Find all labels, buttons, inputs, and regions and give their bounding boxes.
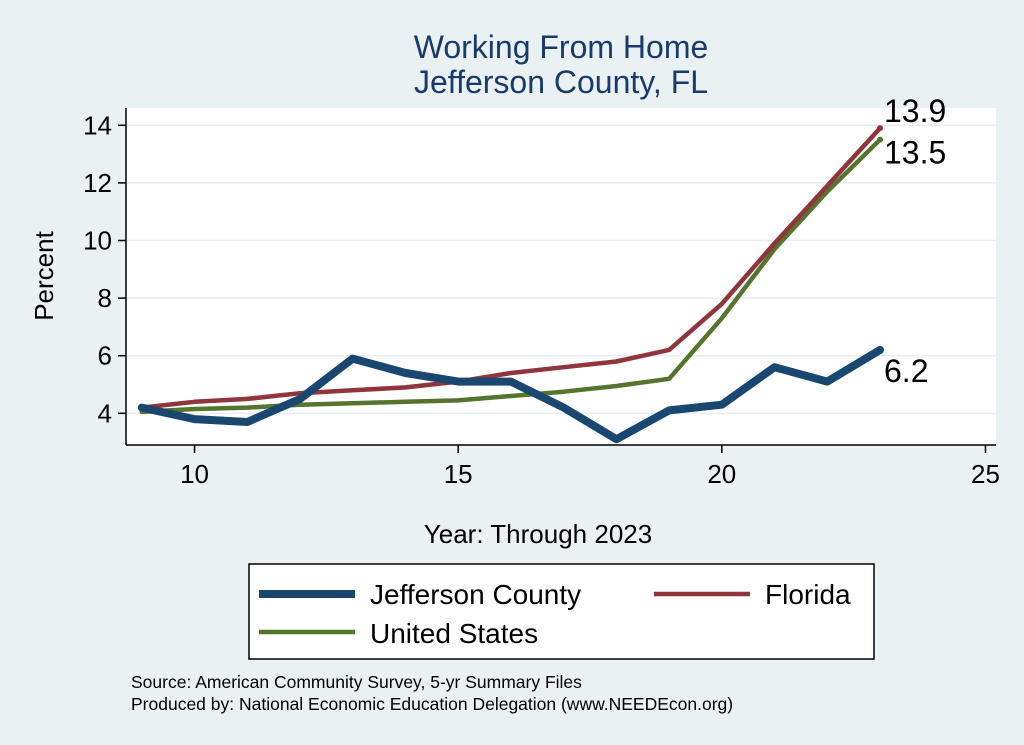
end-label-florida: 13.9 (884, 93, 946, 129)
end-label-united-states: 13.5 (884, 135, 946, 171)
x-axis-title: Year: Through 2023 (424, 519, 652, 549)
y-tick-label-4: 4 (98, 398, 112, 428)
legend-label-jefferson-county: Jefferson County (370, 579, 581, 610)
axes: 4 6 8 10 12 14 10 15 20 25 (83, 108, 1000, 489)
source-note: Source: American Community Survey, 5-yr … (131, 672, 582, 692)
y-tick-label-8: 8 (98, 283, 112, 313)
series-line-united-states (139, 137, 883, 415)
y-tick-label-14: 14 (83, 110, 112, 140)
legend: Jefferson County Florida United States (248, 563, 875, 660)
y-tick-label-10: 10 (83, 225, 112, 255)
chart-title-line-1: Working From Home (414, 29, 709, 65)
series-line-jefferson-county (137, 345, 884, 444)
chart-title-line-2: Jefferson County, FL (414, 64, 708, 100)
series-end-point-florida (877, 125, 883, 132)
x-tick-label-20: 20 (707, 459, 736, 489)
series-line-florida (139, 125, 883, 410)
y-tick-label-12: 12 (83, 168, 112, 198)
x-tick-label-15: 15 (444, 459, 473, 489)
end-label-jefferson-county: 6.2 (884, 353, 928, 389)
series-layer (137, 125, 884, 444)
x-tick-label-25: 25 (971, 459, 1000, 489)
y-axis-title: Percent (29, 230, 59, 320)
legend-box (248, 563, 875, 660)
legend-label-united-states: United States (370, 618, 538, 649)
x-tick-label-10: 10 (180, 459, 209, 489)
series-end-point-jefferson-county (877, 346, 883, 353)
plot-area (126, 108, 996, 445)
legend-label-florida: Florida (765, 579, 851, 610)
y-tick-label-6: 6 (98, 341, 112, 371)
producer-note: Produced by: National Economic Education… (131, 694, 733, 714)
series-end-point-united-states (877, 136, 883, 143)
end-labels: 6.2 13.9 13.5 (884, 93, 946, 389)
